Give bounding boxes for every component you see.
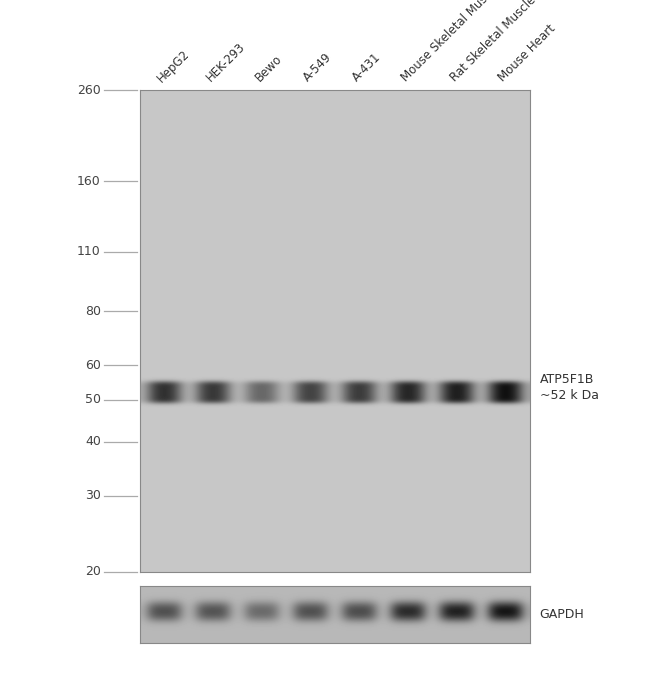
Text: 160: 160 <box>77 175 101 188</box>
Text: A-431: A-431 <box>350 51 384 85</box>
Text: 40: 40 <box>85 435 101 448</box>
Text: GAPDH: GAPDH <box>540 608 584 621</box>
Text: 80: 80 <box>84 305 101 318</box>
Text: HEK-293: HEK-293 <box>203 40 248 85</box>
Text: 60: 60 <box>85 359 101 372</box>
Text: 50: 50 <box>84 393 101 406</box>
Text: A-549: A-549 <box>301 51 335 85</box>
Text: Mouse Heart: Mouse Heart <box>496 22 558 85</box>
Text: Rat Skeletal Muscle: Rat Skeletal Muscle <box>447 0 538 85</box>
Text: 30: 30 <box>85 489 101 502</box>
Text: 260: 260 <box>77 84 101 96</box>
Text: ATP5F1B: ATP5F1B <box>540 374 594 386</box>
Text: 110: 110 <box>77 245 101 258</box>
Text: Mouse Skeletal Muscle: Mouse Skeletal Muscle <box>398 0 502 85</box>
Text: ~52 k Da: ~52 k Da <box>540 389 599 402</box>
Text: HepG2: HepG2 <box>155 47 192 85</box>
Text: 20: 20 <box>85 565 101 578</box>
Text: Bewo: Bewo <box>252 53 284 85</box>
